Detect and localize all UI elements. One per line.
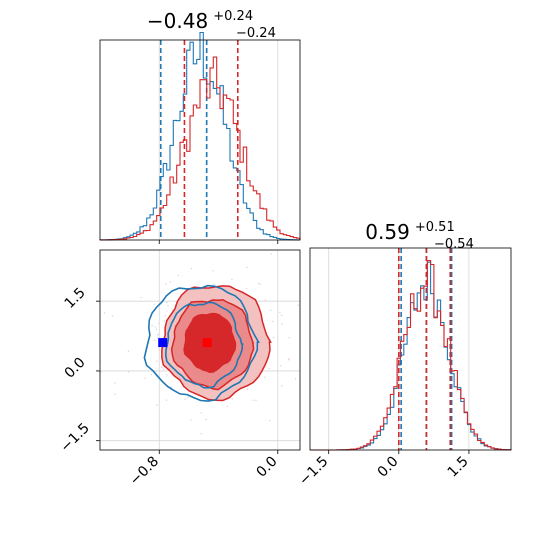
sample-point — [164, 315, 167, 317]
sample-point — [163, 320, 166, 322]
histogram-step-series-2 — [310, 260, 512, 451]
sample-point — [200, 412, 203, 414]
sample-point — [165, 283, 167, 285]
right-hist-frame — [309, 247, 512, 451]
sample-point — [112, 315, 114, 317]
sample-point — [269, 420, 271, 422]
sample-point — [226, 405, 228, 408]
sample-point — [143, 247, 144, 248]
sample-point — [245, 288, 248, 290]
y-tick-label: −1.5 — [57, 420, 92, 455]
sample-point — [270, 309, 272, 311]
sample-point — [280, 314, 283, 316]
top-hist-title-sub: −0.24 — [236, 26, 276, 41]
sample-point — [281, 323, 283, 325]
top-histogram-panel — [99, 31, 301, 244]
sample-point — [154, 326, 157, 328]
sample-point — [212, 270, 214, 272]
sample-point — [316, 386, 317, 387]
truth-marker-1 — [158, 338, 168, 348]
sample-point — [128, 371, 130, 373]
sample-point — [264, 376, 266, 378]
sample-point — [297, 304, 299, 306]
sample-point — [156, 334, 159, 336]
sample-point — [177, 274, 179, 277]
sample-point — [156, 360, 158, 362]
sample-point — [167, 305, 169, 307]
histogram-step-series-1 — [99, 31, 301, 241]
sample-point — [150, 373, 153, 376]
sample-point — [246, 388, 248, 390]
sample-point — [114, 382, 116, 384]
sample-point — [127, 350, 130, 352]
sample-point — [156, 404, 158, 406]
sample-point — [103, 312, 106, 314]
sample-point — [162, 368, 165, 370]
sample-point — [255, 399, 257, 402]
sample-point — [158, 322, 160, 324]
sample-point — [288, 358, 290, 360]
sample-point — [231, 278, 233, 281]
sample-point — [205, 418, 207, 421]
sample-point — [160, 366, 163, 369]
sample-point — [258, 282, 260, 285]
y-tick-label: 1.5 — [62, 285, 89, 312]
sample-point — [170, 386, 172, 388]
right-hist-title-sub: −0.54 — [434, 237, 474, 252]
sample-point — [100, 371, 102, 373]
sample-point — [231, 398, 233, 400]
right-histogram-panel: −1.5 0.0 1.5 — [296, 247, 512, 489]
sample-point — [190, 267, 193, 270]
top-hist-title: −0.48 +0.24 — [147, 9, 253, 33]
x-tick-label: 0.0 — [254, 454, 281, 481]
sample-point — [190, 419, 192, 421]
sample-point — [246, 266, 248, 269]
sample-point — [155, 328, 158, 331]
sample-point — [213, 283, 215, 286]
histogram-step-series-2 — [99, 56, 301, 241]
sample-point — [264, 299, 267, 301]
joint-contour-panel: −0.8 0.0 1.5 0.0 −1.5 — [57, 247, 317, 489]
sample-point — [153, 339, 156, 341]
sample-point — [140, 296, 142, 299]
sample-point — [259, 283, 261, 285]
sample-point — [153, 303, 155, 305]
x-tick-label: −1.5 — [296, 454, 331, 489]
sample-point — [280, 365, 282, 367]
top-hist-frame — [99, 39, 301, 241]
sample-point — [272, 320, 274, 323]
sample-point — [158, 349, 160, 351]
truth-marker-2 — [202, 338, 212, 348]
x-tick-label: 1.5 — [445, 454, 472, 481]
sample-point — [281, 385, 283, 387]
histogram-step-series-1 — [310, 261, 512, 451]
sample-point — [165, 399, 168, 401]
x-tick-label: 0.0 — [375, 454, 402, 481]
sample-point — [114, 393, 116, 395]
sample-point — [279, 311, 281, 314]
y-tick-label: 0.0 — [62, 355, 89, 382]
x-tick-label: −0.8 — [127, 454, 162, 489]
sample-point — [169, 281, 172, 283]
sample-point — [144, 377, 146, 379]
blue-contour-level-1 — [143, 284, 260, 402]
sample-point — [268, 368, 270, 370]
sample-point — [200, 432, 202, 435]
right-hist-title: 0.59 +0.51 — [365, 220, 454, 244]
sample-point — [270, 253, 272, 255]
sample-point — [184, 398, 186, 400]
joint-frame — [99, 249, 301, 451]
sample-point — [288, 359, 290, 361]
sample-point — [158, 333, 160, 335]
sample-point — [171, 309, 174, 311]
sample-point — [252, 399, 254, 401]
sample-point — [294, 378, 297, 380]
sample-point — [151, 324, 153, 327]
sample-point — [272, 336, 275, 339]
sample-point — [288, 336, 290, 339]
sample-point — [166, 301, 168, 304]
sample-point — [187, 396, 189, 398]
sample-point — [166, 374, 168, 376]
